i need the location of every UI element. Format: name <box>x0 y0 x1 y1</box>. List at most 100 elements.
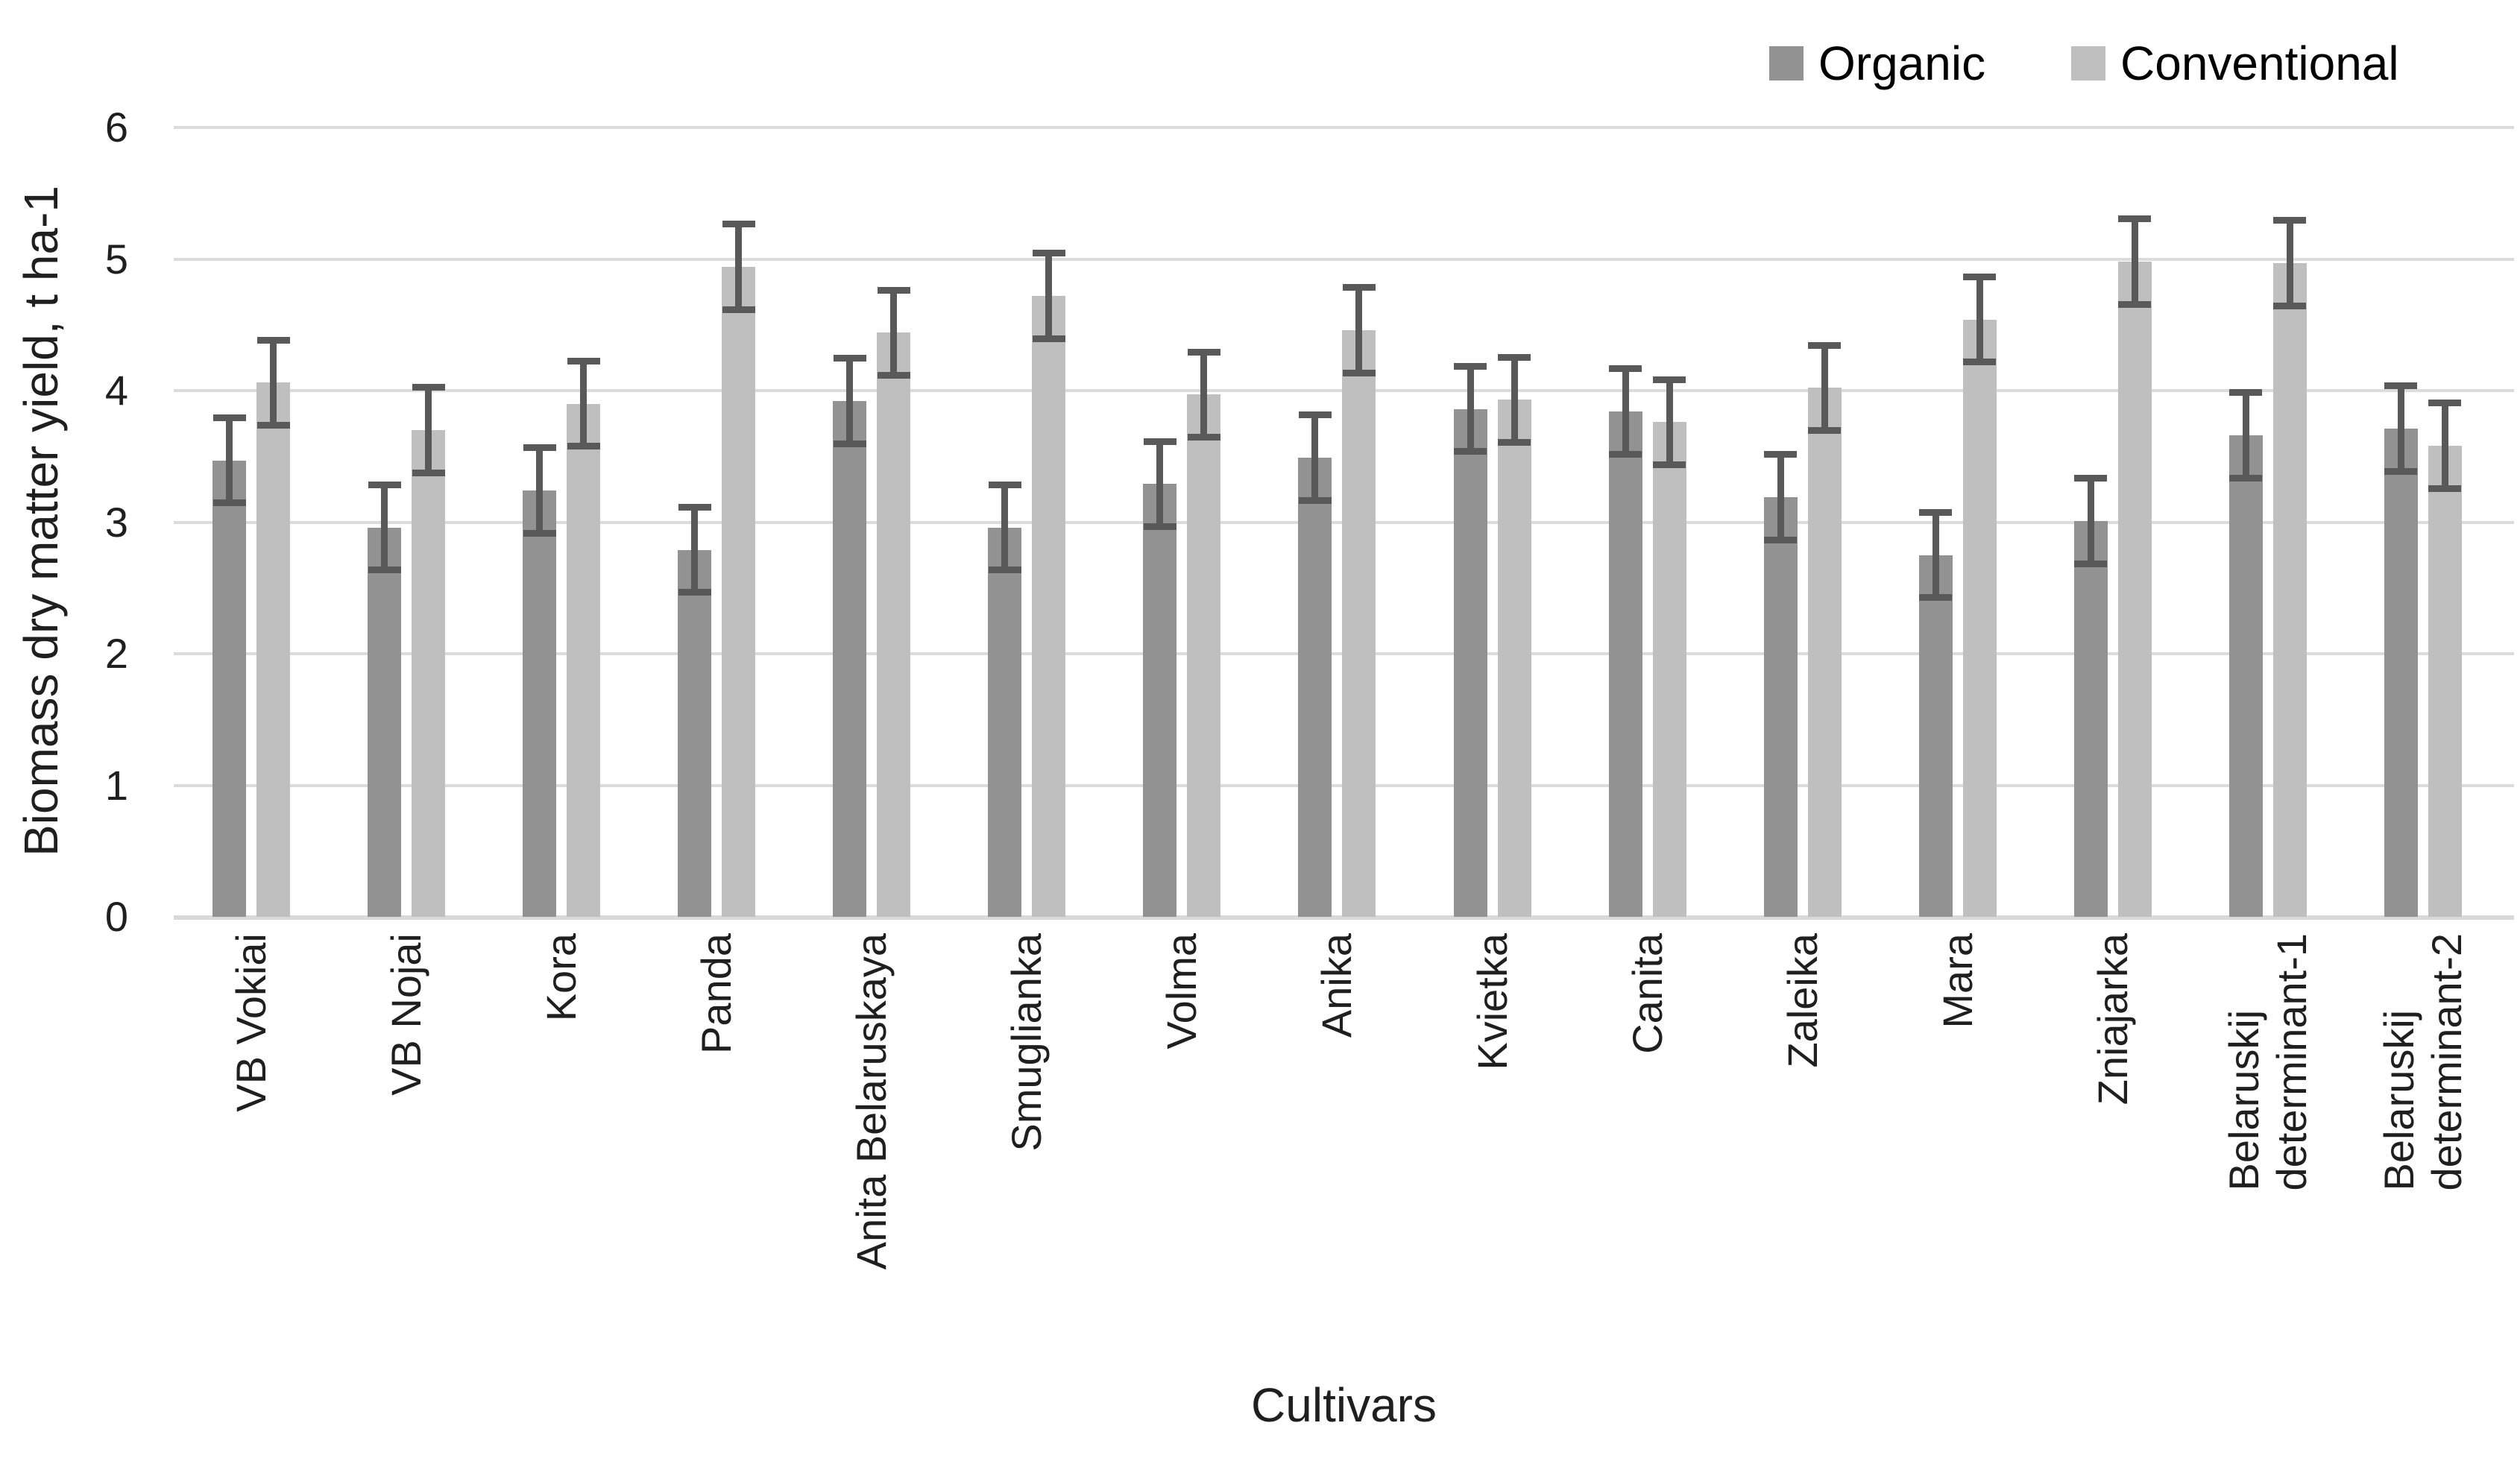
error-bar-stem <box>1001 481 1009 574</box>
x-category-box-5: Anita Belaruskaya <box>790 933 954 1440</box>
error-bar-stem <box>735 221 743 313</box>
error-bar-stem <box>2087 474 2094 567</box>
error-bar-stem <box>2441 400 2448 492</box>
error-bar-organic-11 <box>1764 451 1798 543</box>
gridline-y-6 <box>174 126 2514 129</box>
x-category-box-15: Belaruskij determinant-2 <box>2341 933 2505 1440</box>
error-bar-stem <box>1045 250 1053 342</box>
error-bar-organic-3 <box>523 444 556 537</box>
error-bar-stem <box>1355 284 1363 376</box>
x-category-box-12: Mara <box>1876 933 2040 1440</box>
legend-swatch-organic-icon <box>1769 46 1804 81</box>
x-category-box-7: Volma <box>1100 933 1264 1440</box>
error-bar-conventional-12 <box>1963 273 1997 366</box>
error-bar-conventional-15 <box>2428 400 2462 492</box>
x-category-box-6: Smuglianka <box>945 933 1109 1440</box>
bar-conventional-9 <box>1497 400 1531 917</box>
x-category-box-11: Zaleika <box>1721 933 1885 1440</box>
x-category-label-9: Kvietka <box>1468 933 1516 1070</box>
x-category-label-14: Belaruskij determinant-1 <box>2220 933 2315 1191</box>
error-bar-stem <box>846 355 854 447</box>
y-tick-label-0: 0 <box>104 893 128 940</box>
error-bar-organic-14 <box>2229 389 2263 482</box>
error-bar-conventional-7 <box>1187 348 1220 441</box>
x-category-box-3: Kora <box>479 933 643 1440</box>
error-bar-conventional-5 <box>877 286 910 379</box>
error-bar-stem <box>1666 376 1673 469</box>
bar-organic-9 <box>1453 408 1487 917</box>
legend-item-conventional: Conventional <box>2071 36 2399 91</box>
error-bar-stem <box>1467 362 1474 455</box>
y-tick-label-3: 3 <box>104 498 128 546</box>
y-tick-label-2: 2 <box>104 630 128 677</box>
bar-organic-7 <box>1143 484 1177 917</box>
x-category-label-11: Zaleika <box>1778 933 1826 1068</box>
x-axis-title: Cultivars <box>1251 1378 1437 1432</box>
bar-conventional-5 <box>877 332 911 917</box>
x-category-box-13: Zniajarka <box>2031 933 2195 1440</box>
bar-organic-14 <box>2228 435 2263 917</box>
x-category-label-13: Zniajarka <box>2088 933 2136 1105</box>
x-category-label-2: VB Nojai <box>382 933 430 1096</box>
bar-conventional-11 <box>1807 388 1842 917</box>
error-bar-stem <box>1777 451 1784 543</box>
error-bar-stem <box>1821 341 1828 435</box>
error-bar-stem <box>226 414 233 507</box>
error-bar-stem <box>536 444 544 537</box>
error-bar-organic-10 <box>1609 365 1642 458</box>
x-category-label-8: Anika <box>1313 933 1361 1038</box>
error-bar-organic-13 <box>2074 474 2108 567</box>
error-bar-stem <box>2397 382 2404 475</box>
bar-conventional-12 <box>1962 319 1997 917</box>
y-tick-label-6: 6 <box>104 104 128 151</box>
x-category-box-10: Canita <box>1566 933 1730 1440</box>
y-tick-label-4: 4 <box>104 367 128 414</box>
x-category-label-15: Belaruskij determinant-2 <box>2375 933 2470 1191</box>
x-category-label-1: VB Vokiai <box>227 933 274 1112</box>
x-category-label-3: Kora <box>538 933 585 1022</box>
bar-organic-15 <box>2384 429 2418 917</box>
x-category-box-14: Belaruskij determinant-1 <box>2186 933 2350 1440</box>
bar-organic-8 <box>1298 458 1332 917</box>
bar-conventional-2 <box>412 429 446 917</box>
bar-organic-3 <box>523 490 557 917</box>
bar-conventional-10 <box>1652 422 1686 917</box>
error-bar-stem <box>2242 389 2249 482</box>
x-category-box-2: VB Nojai <box>324 933 488 1440</box>
error-bar-organic-8 <box>1298 411 1332 504</box>
error-bar-stem <box>2131 215 2138 308</box>
bar-conventional-6 <box>1032 295 1066 917</box>
error-bar-stem <box>1311 411 1319 504</box>
error-bar-organic-4 <box>678 503 711 596</box>
error-bar-conventional-1 <box>256 336 290 429</box>
x-category-label-4: Panda <box>693 933 740 1054</box>
x-category-box-4: Panda <box>634 933 798 1440</box>
x-category-label-5: Anita Belaruskaya <box>848 933 895 1270</box>
error-bar-conventional-9 <box>1498 353 1531 446</box>
bar-organic-13 <box>2073 520 2108 917</box>
error-bar-stem <box>1156 438 1164 531</box>
x-category-label-7: Volma <box>1158 933 1206 1050</box>
x-category-label-6: Smuglianka <box>1003 933 1050 1152</box>
error-bar-stem <box>270 336 277 429</box>
error-bar-stem <box>1200 348 1208 441</box>
error-bar-conventional-2 <box>412 384 445 476</box>
bar-organic-1 <box>212 460 246 917</box>
bar-organic-6 <box>988 527 1022 917</box>
error-bar-conventional-14 <box>2273 217 2307 309</box>
error-bar-conventional-6 <box>1032 250 1065 342</box>
error-bar-stem <box>1976 273 1983 366</box>
legend-swatch-conventional-icon <box>2071 46 2105 81</box>
error-bar-conventional-3 <box>567 357 600 450</box>
error-bar-organic-15 <box>2384 382 2418 475</box>
error-bar-conventional-13 <box>2118 215 2152 308</box>
bar-conventional-7 <box>1187 394 1221 917</box>
error-bar-organic-7 <box>1143 438 1176 531</box>
x-category-box-1: VB Vokiai <box>169 933 333 1440</box>
error-bar-stem <box>381 481 388 574</box>
error-bar-organic-1 <box>212 414 246 507</box>
error-bar-conventional-10 <box>1653 376 1686 469</box>
error-bar-stem <box>1932 508 1939 602</box>
error-bar-conventional-8 <box>1342 284 1376 376</box>
bar-organic-2 <box>368 527 402 917</box>
